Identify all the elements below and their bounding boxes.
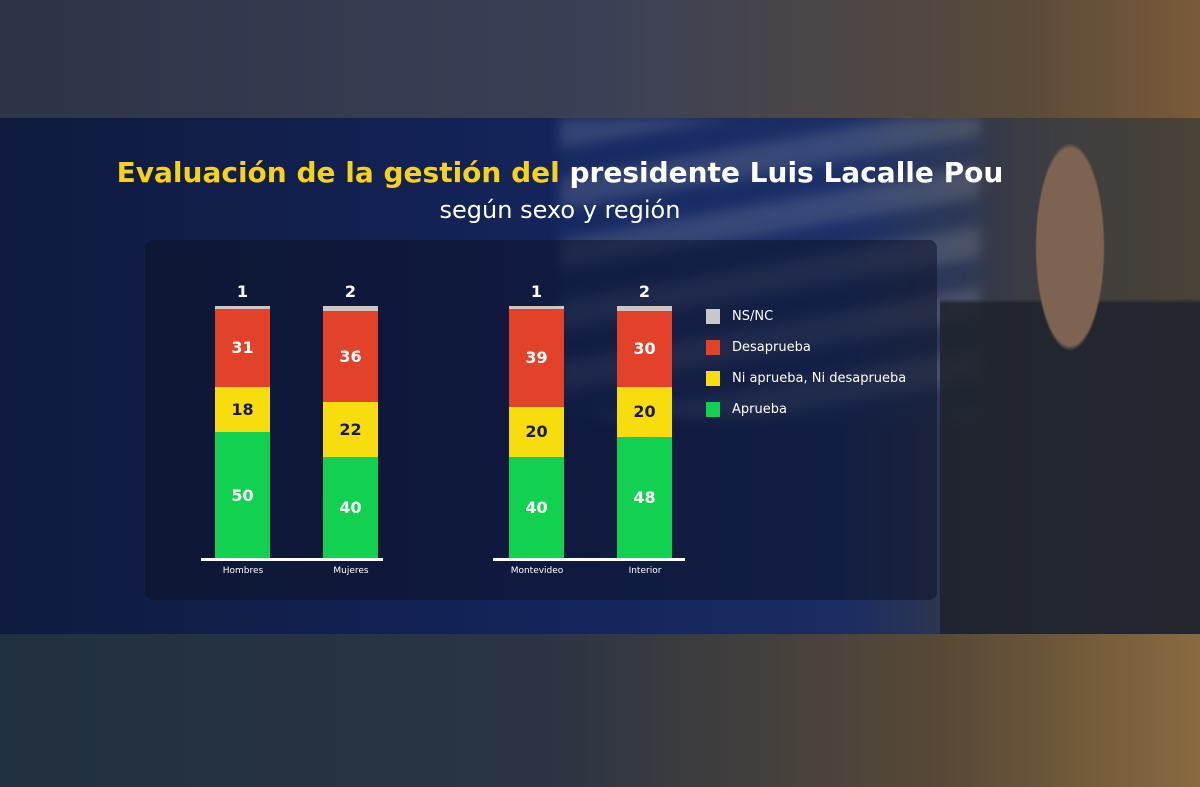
legend-label: Desaprueba: [732, 339, 811, 355]
bar-segment-ni-aprueba-ni-desaprueba: 18: [215, 386, 270, 432]
bar-segment-ns-nc: [509, 306, 564, 309]
data-label-nsnc: 1: [530, 282, 543, 301]
bar-segment-ni-aprueba-ni-desaprueba: 22: [323, 401, 378, 458]
data-label: 30: [633, 339, 656, 359]
title-highlight: Evaluación de la gestión del: [116, 156, 560, 189]
category-label: Interior: [628, 566, 662, 576]
legend: NS/NC Desaprueba Ni aprueba, Ni desaprueba…: [706, 308, 906, 432]
bar-segment-aprueba: 40: [509, 457, 564, 558]
legend-item: Aprueba: [706, 401, 906, 417]
data-label: 40: [339, 498, 362, 518]
data-label: 20: [633, 402, 656, 422]
bar-segment-ns-nc: [323, 306, 378, 312]
legend-item: Ni aprueba, Ni desaprueba: [706, 370, 906, 386]
data-label: 48: [633, 488, 656, 507]
bar-segment-aprueba: 40: [323, 457, 378, 558]
chart-subtitle: según sexo y región: [439, 196, 681, 224]
legend-swatch: [706, 401, 720, 417]
legend-label: Aprueba: [732, 401, 787, 417]
bar-segment-ns-nc: [617, 306, 672, 312]
data-label: 40: [525, 498, 548, 518]
legend-swatch: [706, 370, 720, 386]
bar-segment-ni-aprueba-ni-desaprueba: 20: [617, 386, 672, 438]
bar-segment-aprueba: 50: [215, 432, 270, 558]
legend-item: NS/NC: [706, 308, 906, 324]
bar-segment-ni-aprueba-ni-desaprueba: 20: [509, 406, 564, 458]
background-top: [0, 0, 1200, 118]
chart-title: Evaluación de la gestión del presidente …: [0, 156, 1120, 189]
legend-label: NS/NC: [732, 308, 774, 324]
data-label: 22: [339, 419, 362, 439]
category-label: Hombres: [222, 566, 264, 576]
bar-segment-desaprueba: 39: [509, 308, 564, 407]
legend-swatch: [706, 308, 720, 324]
bar-segment-desaprueba: 36: [323, 311, 378, 402]
category-label: Mujeres: [333, 566, 369, 576]
bar-segment-aprueba: 48: [617, 437, 672, 558]
bar-segment-desaprueba: 30: [617, 311, 672, 387]
data-label: 50: [231, 485, 254, 505]
x-axis-line-region: [493, 558, 685, 561]
bar-segment-desaprueba: 31: [215, 308, 270, 387]
data-label: 39: [525, 348, 548, 368]
background-bottom: [0, 634, 1200, 787]
data-label: 31: [231, 338, 254, 358]
president-photo: [940, 118, 1200, 634]
bar-segment-ns-nc: [215, 306, 270, 309]
legend-label: Ni aprueba, Ni desaprueba: [732, 370, 907, 386]
x-axis-line-sexo: [201, 558, 383, 561]
category-label: Montevideo: [510, 566, 564, 576]
legend-swatch: [706, 339, 720, 355]
data-label-nsnc: 1: [236, 282, 249, 301]
data-label: 36: [339, 346, 362, 366]
data-label: 20: [525, 422, 548, 442]
title-name: presidente Luis Lacalle Pou: [569, 156, 1004, 189]
data-label-nsnc: 2: [638, 282, 651, 301]
data-label: 18: [231, 399, 254, 419]
data-label-nsnc: 2: [344, 282, 357, 301]
legend-item: Desaprueba: [706, 339, 906, 355]
